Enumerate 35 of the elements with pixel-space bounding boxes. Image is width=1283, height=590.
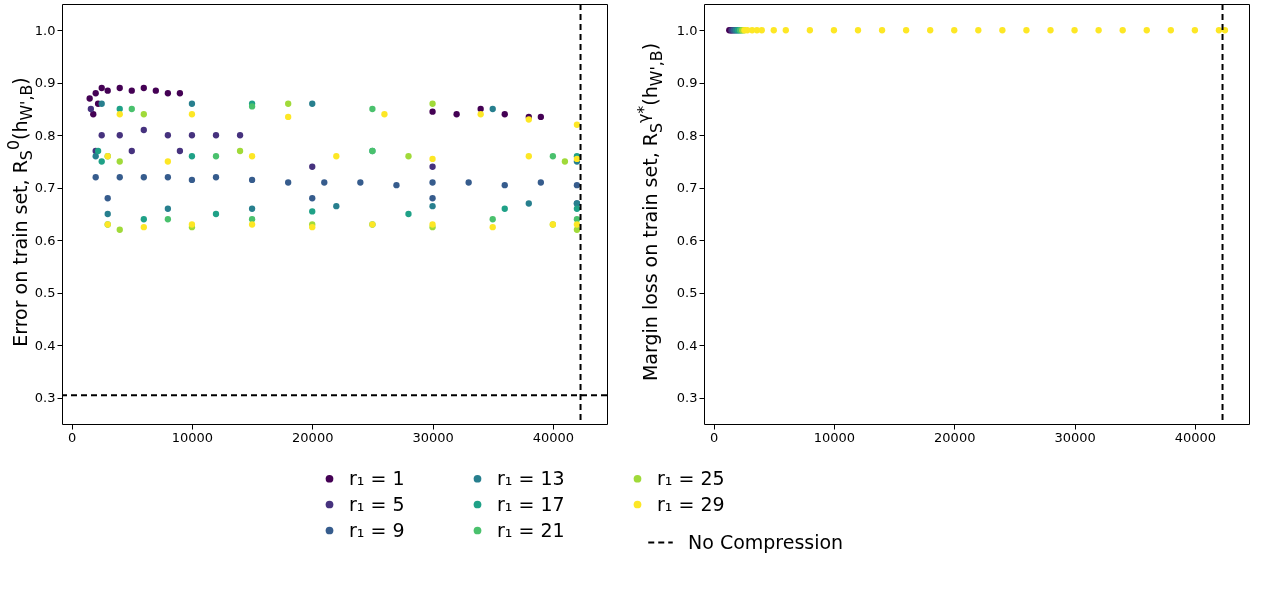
- y-tick-label: 0.9: [34, 75, 56, 91]
- legend-label: r₁ = 5: [349, 492, 405, 515]
- y-tick-label: 0.7: [34, 180, 56, 196]
- y-tick-label: 0.5: [676, 285, 698, 301]
- x-tick-label: 10000: [813, 429, 856, 445]
- x-tick-label: 0: [67, 429, 77, 445]
- legend-label: r₁ = 29: [657, 492, 725, 515]
- y-tick-label: 0.9: [676, 75, 698, 91]
- legend-label: r₁ = 1: [349, 466, 405, 489]
- y-tick-label: 0.5: [34, 285, 56, 301]
- y-tick-label: 0.3: [676, 390, 698, 406]
- y-tick-label: 1.0: [676, 22, 698, 38]
- x-tick-label: 0: [709, 429, 719, 445]
- y-tick-label: 1.0: [34, 22, 56, 38]
- y-tick-label: 0.7: [676, 180, 698, 196]
- legend-label: r₁ = 21: [497, 518, 565, 541]
- x-tick-label: 30000: [412, 429, 454, 445]
- legend-label: r₁ = 17: [497, 492, 565, 515]
- legend-label: r₁ = 9: [349, 518, 405, 541]
- y-tick-label: 0.8: [34, 127, 56, 143]
- legend-label: No Compression: [688, 530, 844, 553]
- legend-label: r₁ = 13: [497, 466, 565, 489]
- x-tick-label: 20000: [934, 429, 976, 445]
- x-tick-label: 20000: [292, 429, 334, 445]
- y-tick-label: 0.6: [676, 232, 698, 248]
- y-tick-label: 0.6: [34, 232, 56, 248]
- x-tick-label: 10000: [171, 429, 214, 445]
- legend-label: r₁ = 25: [657, 466, 725, 489]
- x-tick-label: 40000: [532, 429, 575, 445]
- y-tick-label: 0.4: [34, 337, 56, 353]
- y-tick-label: 0.8: [676, 127, 698, 143]
- x-tick-label: 40000: [1174, 429, 1217, 445]
- y-tick-label: 0.3: [34, 390, 56, 406]
- x-tick-label: 30000: [1054, 429, 1096, 445]
- y-tick-label: 0.4: [676, 337, 698, 353]
